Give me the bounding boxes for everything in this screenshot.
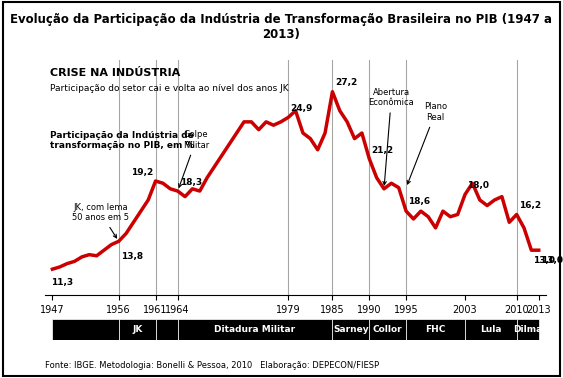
Text: Golpe
Militar: Golpe Militar [178,130,209,187]
Text: Lula: Lula [480,325,502,334]
Text: 24,9: 24,9 [291,104,313,113]
Text: Participação do setor cai e volta ao nível dos anos JK: Participação do setor cai e volta ao nív… [50,84,289,93]
Text: Fonte: IBGE. Metodologia: Bonelli & Pessoa, 2010   Elaboração: DEPECON/FIESP: Fonte: IBGE. Metodologia: Bonelli & Pess… [45,361,379,370]
Text: 18,6: 18,6 [408,197,431,206]
Text: 21,2: 21,2 [372,146,394,155]
Bar [369,319,406,340]
Text: 19,2: 19,2 [131,167,153,177]
Bar [332,319,369,340]
Bar [119,319,155,340]
Text: Collor: Collor [373,325,403,334]
Text: Dilma: Dilma [513,325,542,334]
Text: 27,2: 27,2 [336,78,358,87]
Bar [465,319,517,340]
Bar [406,319,465,340]
Text: 18,0: 18,0 [467,181,489,190]
Text: 18,3: 18,3 [180,178,202,187]
Text: 13,0: 13,0 [541,256,563,265]
Text: Sarney: Sarney [333,325,369,334]
Text: 13,8: 13,8 [121,253,143,262]
Text: Plano
Real: Plano Real [407,102,447,184]
Bar [517,319,539,340]
Text: CRISE NA INDÚSTRIA: CRISE NA INDÚSTRIA [50,68,180,77]
Text: 16,2: 16,2 [519,201,541,210]
Text: 13,0: 13,0 [533,256,555,265]
Bar [178,319,332,340]
Text: 11,3: 11,3 [51,278,73,287]
Bar [155,319,178,340]
Text: JK, com lema
50 anos em 5: JK, com lema 50 anos em 5 [72,203,129,238]
Text: Abertura
Econômica: Abertura Econômica [369,88,414,185]
Text: Participação da Indústria de
transformação no PIB, em %: Participação da Indústria de transformaç… [50,131,195,150]
Text: JK: JK [132,325,142,334]
Text: Ditadura Militar: Ditadura Militar [215,325,296,334]
Bar [52,319,119,340]
Text: FHC: FHC [426,325,446,334]
Text: Evolução da Participação da Indústria de Transformação Brasileira no PIB (1947 a: Evolução da Participação da Indústria de… [11,13,552,41]
